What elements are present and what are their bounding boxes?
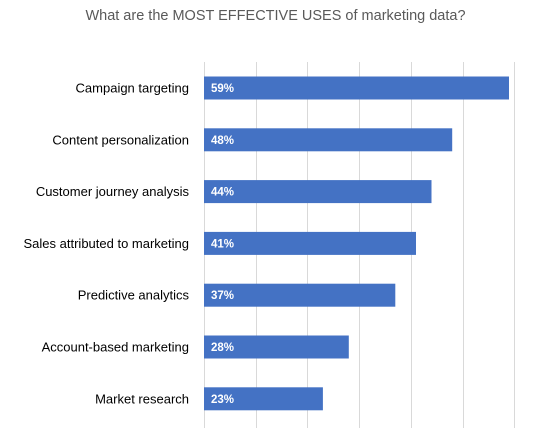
data-label: 48% xyxy=(211,135,234,147)
data-label: 41% xyxy=(211,238,234,250)
category-label: Account-based marketing xyxy=(42,340,189,355)
category-label: Campaign targeting xyxy=(76,81,189,96)
bar xyxy=(204,335,349,359)
bar xyxy=(204,76,509,100)
bar xyxy=(204,387,323,411)
data-label: 59% xyxy=(211,83,234,95)
bar xyxy=(204,180,432,204)
data-label: 28% xyxy=(211,342,234,354)
data-label: 37% xyxy=(211,290,234,302)
bars xyxy=(204,76,509,411)
bar xyxy=(204,128,453,152)
category-label: Customer journey analysis xyxy=(36,184,190,199)
bar xyxy=(204,283,396,307)
category-label: Content personalization xyxy=(52,132,189,147)
value-labels: 59% 48% 44% 41% 37% 28% 23% xyxy=(211,83,234,406)
data-label: 44% xyxy=(211,187,234,199)
category-label: Market research xyxy=(95,391,189,406)
category-label: Sales attributed to marketing xyxy=(24,236,189,251)
chart-title: What are the MOST EFFECTIVE USES of mark… xyxy=(85,8,466,24)
bar xyxy=(204,231,416,255)
category-labels: Campaign targeting Content personalizatio… xyxy=(24,81,190,407)
data-label: 23% xyxy=(211,394,234,406)
category-label: Predictive analytics xyxy=(78,288,190,303)
